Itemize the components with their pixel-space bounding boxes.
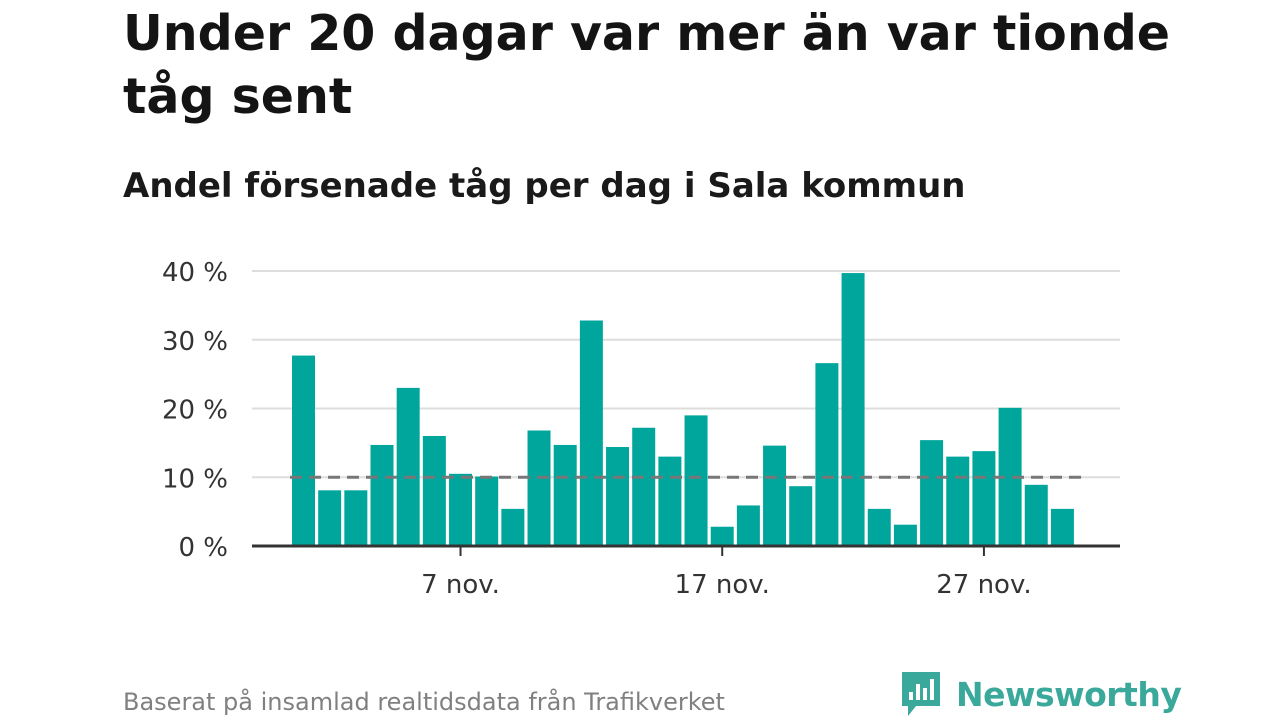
bar: 25 nov.: 15.4 % [920, 440, 944, 546]
y-tick-label: 40 % [162, 258, 228, 288]
x-tick-label: 17 nov. [675, 570, 770, 600]
y-tick-label: 20 % [162, 396, 228, 426]
chart-title: Under 20 dagar var mer än var tionde tåg… [123, 5, 1171, 125]
bar: 11 nov.: 14.7 % [553, 444, 577, 546]
bar: 5 nov.: 23 % [396, 387, 420, 546]
bar: 9 nov.: 5.4 % [501, 508, 525, 546]
bar: 12 nov.: 32.8 % [579, 320, 603, 546]
y-axis-ticks: 0 % 10 % 20 % 30 % 40 % [162, 258, 228, 563]
y-tick-label: 0 % [178, 533, 228, 563]
bar: 6 nov.: 16 % [422, 436, 446, 546]
bar: 23 nov.: 5.4 % [867, 508, 891, 546]
bar: 26 nov.: 13 % [946, 456, 970, 546]
bar: 18 nov.: 5.9 % [736, 505, 760, 546]
bar: 1 nov.: 27.7 % [292, 355, 315, 546]
brand-name: Newsworthy [956, 674, 1182, 714]
bar: 3 nov.: 8.1 % [344, 490, 368, 546]
y-tick-label: 10 % [162, 464, 228, 494]
bar: 4 nov.: 14.7 % [370, 444, 394, 546]
bar: 10 nov.: 16.8 % [527, 430, 551, 546]
bar: 20 nov.: 8.7 % [789, 486, 813, 546]
bar: 13 nov.: 14.4 % [606, 447, 630, 546]
y-tick-label: 30 % [162, 327, 228, 357]
bar: 15 nov.: 13 % [658, 456, 682, 546]
bar: 8 nov.: 10.1 % [475, 476, 499, 546]
x-tick-label: 27 nov. [936, 570, 1031, 600]
bar: 30 nov.: 5.4 % [1050, 508, 1074, 546]
bar: 28 nov.: 20.1 % [998, 407, 1022, 546]
brand[interactable]: Newsworthy [900, 670, 1182, 718]
source-note: Baserat på insamlad realtidsdata från Tr… [123, 688, 725, 716]
x-axis-ticks: 7 nov. 17 nov. 27 nov. [421, 546, 1032, 600]
bar: 16 nov.: 19 % [684, 415, 708, 546]
x-tick-label: 7 nov. [421, 570, 500, 600]
bar: 24 nov.: 3.1 % [893, 524, 917, 546]
chart-subtitle: Andel försenade tåg per dag i Sala kommu… [123, 166, 966, 206]
bar: 19 nov.: 14.6 % [763, 445, 787, 546]
bar: 7 nov.: 10.5 % [449, 473, 473, 546]
bar: 2 nov.: 8.1 % [318, 490, 342, 546]
bar: 21 nov.: 26.6 % [815, 363, 839, 546]
bar: 29 nov.: 8.9 % [1024, 484, 1048, 546]
bar: 14 nov.: 17.2 % [632, 427, 656, 546]
bar: 27 nov.: 13.8 % [972, 451, 996, 546]
bar: 22 nov.: 39.7 % [841, 273, 865, 546]
bar: 17 nov.: 2.8 % [710, 526, 734, 546]
bars: 1 nov.: 27.7 %2 nov.: 8.1 %3 nov.: 8.1 %… [292, 273, 1074, 546]
newsworthy-logo-icon [902, 672, 940, 716]
